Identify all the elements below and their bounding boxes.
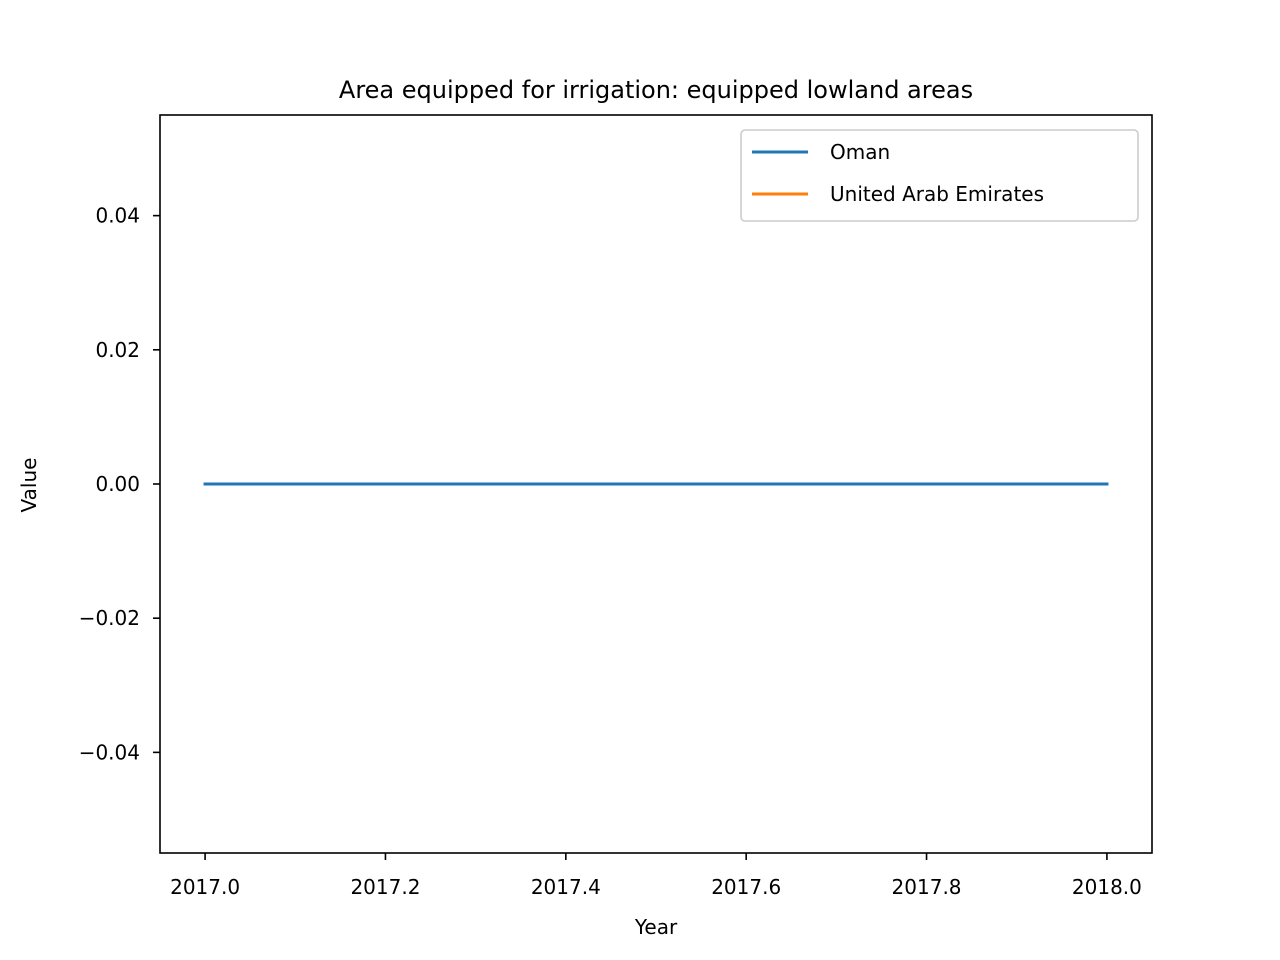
x-tick-label: 2017.0: [170, 875, 240, 899]
legend-label-united-arab-emirates: United Arab Emirates: [830, 182, 1044, 206]
x-axis-ticks: 2017.0 2017.2 2017.4 2017.6 2017.8 2018.0: [170, 853, 1142, 899]
y-tick-label: −0.02: [79, 606, 140, 630]
y-axis-label: Value: [17, 458, 41, 513]
x-tick-label: 2017.8: [892, 875, 962, 899]
legend: Oman United Arab Emirates: [740, 129, 1139, 222]
x-tick-label: 2018.0: [1072, 875, 1142, 899]
legend-box: [740, 129, 1139, 222]
chart-title: Area equipped for irrigation: equipped l…: [339, 76, 973, 104]
y-tick-label: −0.04: [79, 740, 140, 764]
x-tick-label: 2017.6: [711, 875, 781, 899]
y-tick-label: 0.04: [95, 204, 140, 228]
x-tick-label: 2017.2: [350, 875, 420, 899]
x-tick-label: 2017.4: [531, 875, 601, 899]
x-axis-label: Year: [634, 915, 678, 939]
legend-label-oman: Oman: [830, 140, 890, 164]
y-axis-ticks: −0.04 −0.02 0.00 0.02 0.04: [79, 204, 160, 764]
legend-items: Oman United Arab Emirates: [752, 140, 1044, 206]
y-tick-label: 0.00: [95, 472, 140, 496]
y-tick-label: 0.02: [95, 338, 140, 362]
